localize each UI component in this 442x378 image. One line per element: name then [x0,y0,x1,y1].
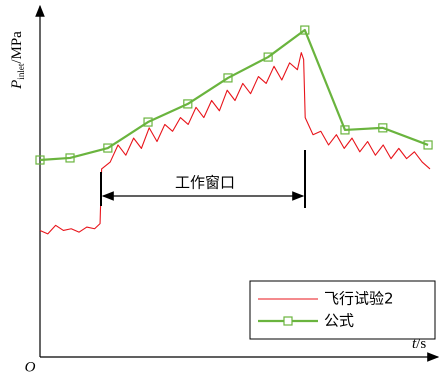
y-label-subscript: inlet [16,63,26,79]
x-label-symbol: t [412,336,417,352]
x-label-unit: /s [416,336,426,352]
legend-marker [283,316,293,326]
annotation: 工作窗口 [175,174,235,192]
y-label-symbol: P [9,80,25,90]
point-marker [183,99,193,109]
legend-entries: 飞行试验2 公式 [258,290,394,330]
legend [249,280,436,340]
x-axis-label: t/s [412,336,426,352]
point-marker [103,143,113,153]
point-marker [223,73,233,83]
point-marker [300,25,310,35]
legend-label: 飞行试验2 [324,290,394,308]
legend-label: 公式 [324,312,354,330]
point-marker [65,153,75,163]
series-line [39,28,429,162]
point-marker [35,155,45,165]
y-axis-label: Pinlet/MPa [9,31,26,90]
point-marker [423,140,433,150]
point-marker [378,123,388,133]
y-label-unit: /MPa [9,31,25,64]
series-line [39,52,431,235]
origin-label: O [25,359,36,375]
point-marker [340,125,350,135]
point-marker [263,52,273,62]
plot-area [35,25,433,235]
point-marker [143,117,153,127]
